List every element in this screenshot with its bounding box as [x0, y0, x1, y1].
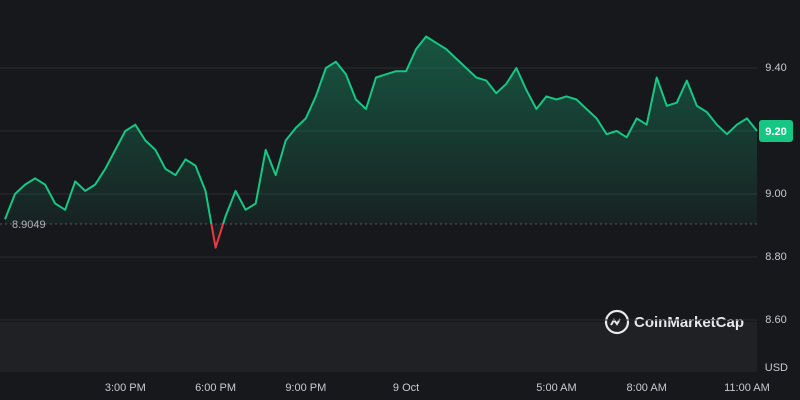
y-tick-label: 8.80: [765, 251, 786, 263]
x-tick-label: 3:00 PM: [105, 382, 146, 394]
x-tick-label: 6:00 PM: [195, 382, 236, 394]
x-tick-label: 11:00 AM: [724, 382, 770, 394]
currency-label: USD: [765, 362, 788, 374]
price-line: [4, 35, 758, 249]
logo-icon: [610, 318, 621, 326]
price-area: [5, 36, 757, 248]
y-tick-label: 9.40: [765, 62, 786, 74]
x-tick-label: 9:00 PM: [285, 382, 326, 394]
volume-panel: [0, 322, 757, 372]
x-tick-label: 9 Oct: [393, 382, 419, 394]
y-tick-label: 9.00: [765, 188, 786, 200]
y-tick-label: 9.20: [765, 126, 786, 138]
watermark-text: CoinMarketCap: [634, 314, 744, 331]
x-tick-label: 5:00 AM: [536, 382, 576, 394]
watermark: CoinMarketCap: [604, 309, 744, 335]
x-tick-label: 8:00 AM: [627, 382, 667, 394]
logo-icon: [604, 309, 630, 335]
price-badge: [759, 120, 793, 143]
y-tick-label: 8.60: [765, 314, 786, 326]
